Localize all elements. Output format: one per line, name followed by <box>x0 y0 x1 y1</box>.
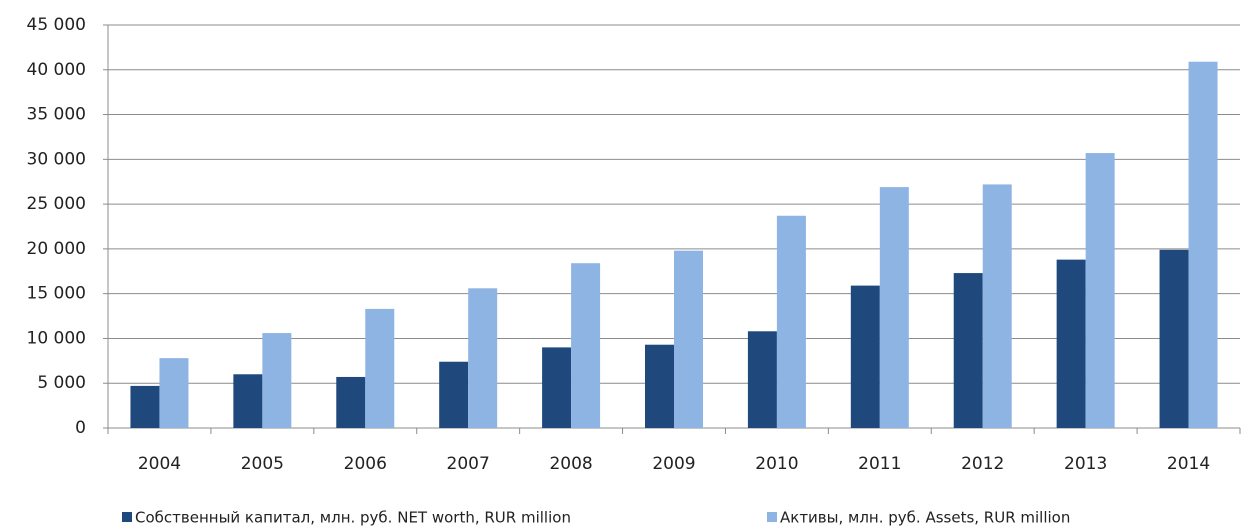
bar <box>262 333 292 428</box>
y-tick-label: 15 000 <box>27 284 86 304</box>
y-tick-label: 0 <box>75 418 86 438</box>
bar <box>542 347 572 428</box>
bar <box>130 385 160 428</box>
x-tick-label: 2012 <box>961 454 1004 474</box>
legend-label: Активы, млн. руб. Assets, RUR million <box>780 509 1070 527</box>
y-tick-label: 40 000 <box>27 60 86 80</box>
y-tick-label: 10 000 <box>27 328 86 348</box>
bar <box>1085 153 1115 428</box>
y-tick-label: 25 000 <box>27 194 86 214</box>
bar <box>336 376 366 428</box>
y-tick-label: 35 000 <box>27 105 86 125</box>
bar <box>776 215 806 428</box>
y-tick-label: 30 000 <box>27 149 86 169</box>
x-tick-label: 2007 <box>447 454 490 474</box>
bar <box>365 308 395 428</box>
bar <box>571 263 601 428</box>
legend-swatch <box>122 512 132 522</box>
y-tick-label: 5 000 <box>37 373 86 393</box>
bar <box>850 285 880 428</box>
bar <box>159 358 189 428</box>
bar <box>879 187 909 428</box>
x-tick-label: 2006 <box>344 454 387 474</box>
y-tick-label: 45 000 <box>27 15 86 35</box>
bar <box>233 374 263 428</box>
x-tick-label: 2004 <box>138 454 181 474</box>
x-tick-label: 2014 <box>1167 454 1210 474</box>
y-tick-label: 20 000 <box>27 239 86 259</box>
bar <box>1159 249 1189 428</box>
bar <box>674 250 703 428</box>
bar <box>982 184 1012 428</box>
x-tick-label: 2009 <box>652 454 695 474</box>
bar <box>468 288 498 428</box>
x-tick-label: 2005 <box>241 454 284 474</box>
bar <box>747 331 777 428</box>
x-tick-label: 2008 <box>549 454 592 474</box>
bar <box>1188 61 1218 429</box>
bar <box>953 273 983 428</box>
x-tick-label: 2011 <box>858 454 901 474</box>
legend-label: Собственный капитал, млн. руб. NET worth… <box>135 509 571 527</box>
x-tick-label: 2010 <box>755 454 798 474</box>
legend-swatch <box>767 512 777 522</box>
x-tick-label: 2013 <box>1064 454 1107 474</box>
bar <box>439 361 469 428</box>
bar <box>645 344 674 428</box>
bar <box>1056 259 1086 428</box>
